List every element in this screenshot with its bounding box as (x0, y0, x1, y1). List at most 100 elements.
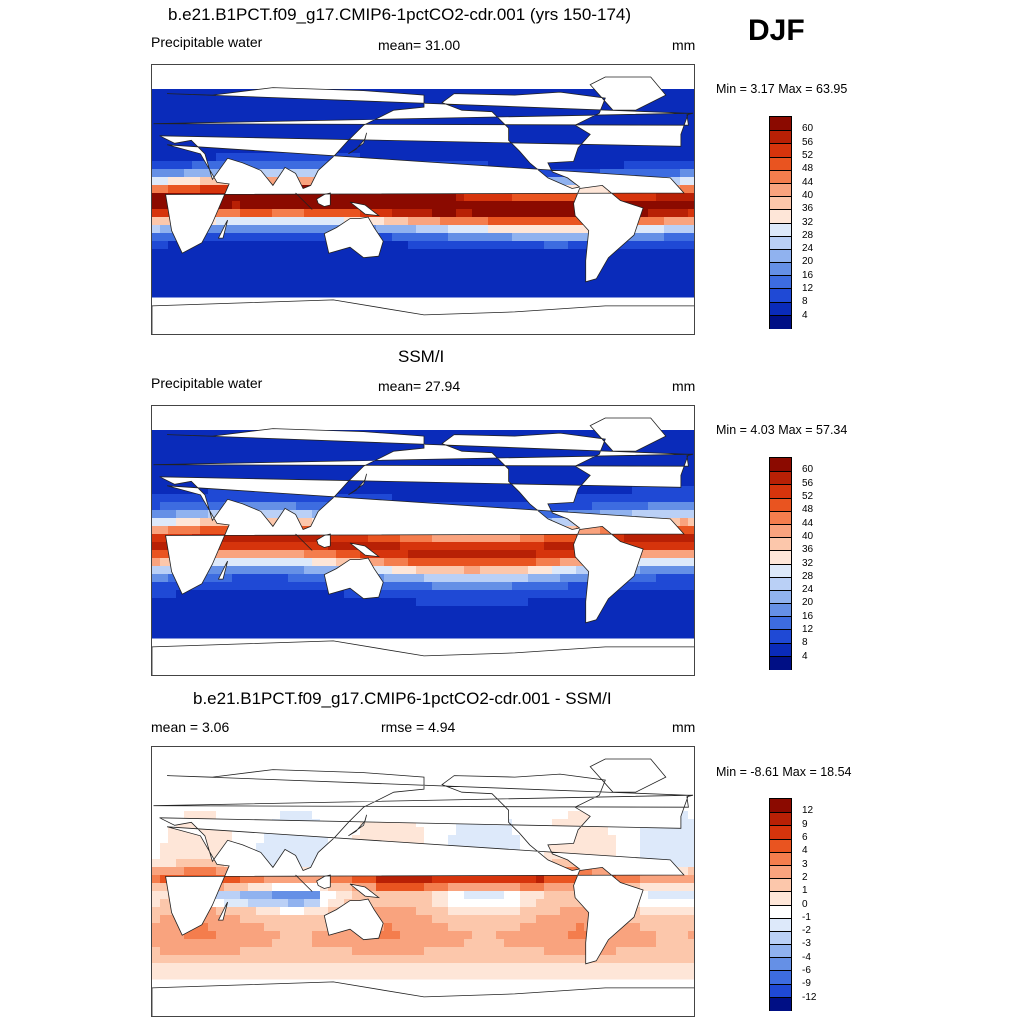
colorbar-tick-label: -6 (802, 965, 811, 977)
colorbar-obs (769, 457, 792, 670)
colorbar-tick-label: 20 (802, 597, 814, 609)
minmax-label: Min = 4.03 Max = 57.34 (716, 423, 848, 437)
colorbar-tick-label: 52 (802, 490, 814, 502)
colorbar-tick-label: -4 (802, 951, 811, 963)
panel-title: b.e21.B1PCT.f09_g17.CMIP6-1pctCO2-cdr.00… (193, 689, 612, 708)
map-diff (151, 746, 695, 1017)
colorbar-tick-label: -9 (802, 978, 811, 990)
colorbar-swatch (770, 458, 791, 472)
colorbar-tick-label: 44 (802, 176, 814, 188)
colorbar-swatch (770, 209, 791, 224)
colorbar-swatch (770, 838, 791, 853)
colorbar-swatch (770, 196, 791, 211)
minmax-label: Min = -8.61 Max = 18.54 (716, 765, 852, 779)
colorbar-swatch (770, 182, 791, 197)
colorbar-swatch (770, 484, 791, 499)
colorbar-swatch (770, 799, 791, 813)
units-label: mm (672, 37, 696, 53)
colorbar-tick-label: 8 (802, 296, 808, 308)
map-obs (151, 405, 695, 676)
colorbar-swatch (770, 550, 791, 565)
colorbar-swatch (770, 537, 791, 552)
colorbar-tick-label: 6 (802, 831, 808, 843)
colorbar-tick-label: 2 (802, 871, 808, 883)
colorbar-swatch (770, 117, 791, 131)
colorbar-swatch (770, 851, 791, 866)
colorbar-swatch (770, 248, 791, 263)
panel-title: SSM/I (398, 347, 445, 366)
colorbar-swatch (770, 904, 791, 919)
colorbar-tick-label: 56 (802, 477, 814, 489)
colorbar-swatch (770, 314, 791, 329)
colorbar-tick-label: 56 (802, 136, 814, 148)
minmax-label: Min = 3.17 Max = 63.95 (716, 82, 848, 96)
colorbar-tick-label: 60 (802, 123, 814, 135)
colorbar-swatch (770, 563, 791, 578)
colorbar-tick-label: 24 (802, 584, 814, 596)
colorbar-tick-label: 9 (802, 818, 808, 830)
colorbar-tick-label: 48 (802, 504, 814, 516)
map-field-diff (152, 758, 694, 1016)
colorbar-swatch (770, 616, 791, 631)
colorbar-swatch (770, 301, 791, 316)
colorbar-tick-label: 36 (802, 544, 814, 556)
colorbar-tick-label: 60 (802, 464, 814, 476)
colorbar-tick-label: 20 (802, 256, 814, 268)
colorbar-swatch (770, 970, 791, 985)
colorbar-tick-label: 4 (802, 845, 808, 857)
coastline (152, 76, 694, 334)
colorbar-swatch (770, 288, 791, 303)
colorbar-swatch (770, 957, 791, 972)
colorbar-tick-label: 0 (802, 898, 808, 910)
colorbar-tick-label: 4 (802, 309, 808, 321)
rmse-label: rmse = 4.94 (381, 719, 456, 735)
colorbar-model (769, 116, 792, 329)
colorbar-swatch (770, 996, 791, 1011)
colorbar-tick-label: 16 (802, 610, 814, 622)
colorbar-swatch (770, 510, 791, 525)
colorbar-swatch (770, 471, 791, 486)
colorbar-tick-label: 4 (802, 650, 808, 662)
units-label: mm (672, 719, 696, 735)
colorbar-tick-label: -3 (802, 938, 811, 950)
colorbar-swatch (770, 262, 791, 277)
colorbar-swatch (770, 891, 791, 906)
colorbar-swatch (770, 825, 791, 840)
colorbar-swatch (770, 642, 791, 657)
colorbar-swatch (770, 235, 791, 250)
mean-label: mean = 3.06 (151, 719, 230, 735)
season-label: DJF (748, 14, 805, 47)
colorbar-tick-label: 52 (802, 149, 814, 161)
mean-label: mean= 31.00 (378, 37, 461, 53)
colorbar-swatch (770, 655, 791, 670)
colorbar-tick-label: 16 (802, 269, 814, 281)
colorbar-tick-label: 12 (802, 805, 814, 817)
panel-title: b.e21.B1PCT.f09_g17.CMIP6-1pctCO2-cdr.00… (168, 5, 632, 24)
colorbar-tick-label: 40 (802, 530, 814, 542)
colorbar-tick-label: 32 (802, 557, 814, 569)
colorbar-tick-label: -1 (802, 911, 811, 923)
colorbar-tick-label: 8 (802, 637, 808, 649)
colorbar-swatch (770, 603, 791, 618)
colorbar-tick-label: 24 (802, 243, 814, 255)
variable-label: Precipitable water (151, 34, 263, 50)
colorbar-swatch (770, 864, 791, 879)
colorbar-swatch (770, 222, 791, 237)
colorbar-swatch (770, 944, 791, 959)
coastline (152, 758, 694, 1016)
colorbar-tick-label: 28 (802, 229, 814, 241)
colorbar-tick-label: 36 (802, 203, 814, 215)
colorbar-tick-label: 48 (802, 163, 814, 175)
coastline (152, 417, 694, 675)
field-cells (152, 430, 694, 639)
colorbar-tick-label: 1 (802, 885, 808, 897)
colorbar-swatch (770, 930, 791, 945)
colorbar-swatch (770, 812, 791, 827)
colorbar-swatch (770, 523, 791, 538)
colorbar-swatch (770, 169, 791, 184)
colorbar-swatch (770, 589, 791, 604)
colorbar-swatch (770, 156, 791, 171)
colorbar-swatch (770, 917, 791, 932)
colorbar-tick-label: -2 (802, 925, 811, 937)
colorbar-swatch (770, 143, 791, 158)
